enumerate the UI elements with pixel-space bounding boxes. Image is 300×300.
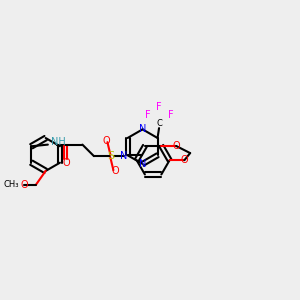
Text: O: O	[181, 155, 188, 165]
Text: O: O	[62, 158, 70, 168]
Text: F: F	[145, 110, 150, 120]
Text: N: N	[139, 159, 146, 169]
Text: F: F	[168, 110, 173, 120]
Text: F: F	[156, 102, 162, 112]
Text: N: N	[120, 151, 127, 161]
Text: O: O	[172, 141, 180, 151]
Text: S: S	[107, 151, 114, 161]
Text: NH: NH	[51, 137, 66, 147]
Text: C: C	[156, 119, 162, 128]
Text: N: N	[139, 124, 146, 134]
Text: O: O	[102, 136, 110, 146]
Text: CH₃: CH₃	[3, 180, 19, 189]
Text: O: O	[111, 166, 119, 176]
Text: O: O	[21, 180, 28, 190]
